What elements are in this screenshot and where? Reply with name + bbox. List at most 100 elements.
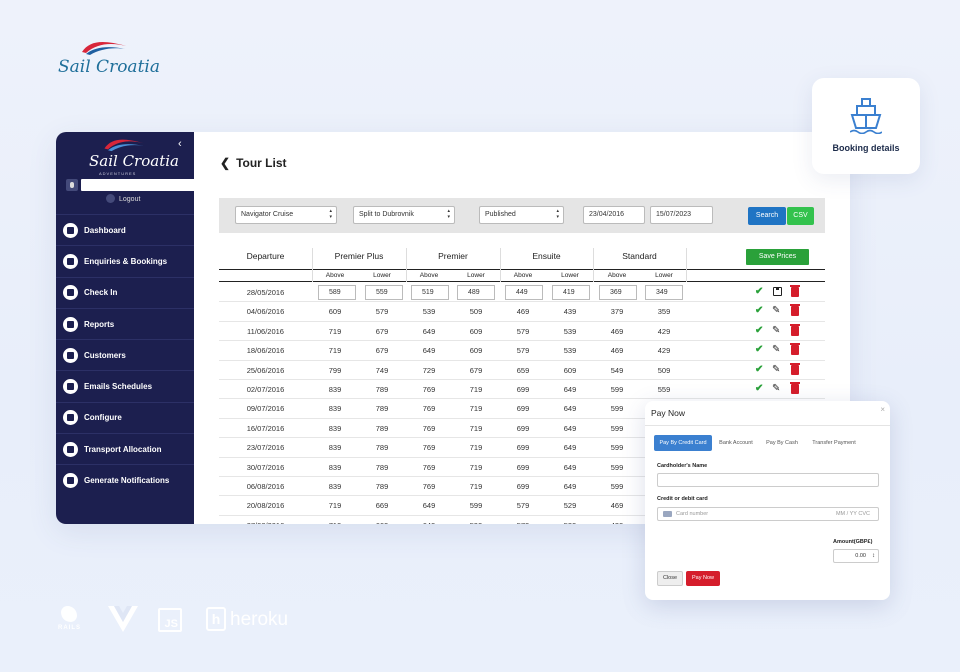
csv-button[interactable]: CSV xyxy=(787,207,814,225)
price-input[interactable]: 519 xyxy=(411,285,449,300)
price-input[interactable]: 419 xyxy=(552,285,590,300)
back-chevron-icon[interactable]: ❮ xyxy=(220,156,231,170)
logout-label: Logout xyxy=(119,196,141,203)
check-icon[interactable]: ✔ xyxy=(755,305,764,317)
price-input[interactable]: 589 xyxy=(318,285,356,300)
booking-details-card[interactable]: Booking details xyxy=(812,78,920,174)
collapse-chevron-icon[interactable]: ‹ xyxy=(178,138,182,150)
edit-icon[interactable]: ✎ xyxy=(772,363,781,375)
power-icon xyxy=(106,194,115,203)
price-input[interactable]: 489 xyxy=(457,285,495,300)
price-cell: 599 xyxy=(469,501,483,511)
status-select[interactable]: Published xyxy=(479,206,564,224)
trash-icon[interactable] xyxy=(790,343,800,356)
save-icon[interactable] xyxy=(773,287,782,296)
table-row: 06/08/2016 839 789 769 719 699 649 599 xyxy=(219,477,825,497)
edit-icon[interactable]: ✎ xyxy=(772,344,781,356)
search-button[interactable]: Search xyxy=(748,207,786,225)
close-button[interactable]: Close xyxy=(657,571,683,586)
sidebar-menu: Dashboard Enquiries & Bookings Check In Rep… xyxy=(56,214,194,496)
filter-bar: Navigator Cruise Split to Dubrovnik Publ… xyxy=(219,198,825,233)
subheader-divider xyxy=(312,270,313,282)
price-input[interactable]: 559 xyxy=(365,285,403,300)
price-cell: 599 xyxy=(610,443,624,453)
check-icon[interactable]: ✔ xyxy=(755,344,764,356)
price-cell: 699 xyxy=(516,404,530,414)
tab-bank-account[interactable]: Bank Account xyxy=(719,440,753,446)
price-cell: 649 xyxy=(563,385,577,394)
price-input[interactable]: 369 xyxy=(599,285,637,300)
price-cell: 669 xyxy=(375,501,389,511)
cogs-icon xyxy=(63,410,78,426)
subheader-divider xyxy=(686,270,687,282)
user-name-field[interactable] xyxy=(81,179,198,191)
modal-close-icon[interactable]: × xyxy=(880,405,885,414)
price-cell: 799 xyxy=(328,365,342,375)
date-from-input[interactable]: 23/04/2016 xyxy=(583,206,645,224)
check-icon[interactable]: ✔ xyxy=(755,286,764,297)
wave-logo-icon xyxy=(104,139,144,152)
tab-credit-card[interactable]: Pay By Credit Card xyxy=(654,435,712,451)
cruise-select[interactable]: Navigator Cruise xyxy=(235,206,337,224)
card-number-input[interactable]: Card number MM / YY CVC xyxy=(657,507,879,521)
notifications-icon xyxy=(63,473,78,489)
trash-icon[interactable] xyxy=(790,285,800,297)
sidebar-item-customers[interactable]: Customers xyxy=(56,339,194,370)
check-icon[interactable]: ✔ xyxy=(755,324,764,336)
sidebar-item-emails-schedules[interactable]: Emails Schedules xyxy=(56,370,194,401)
envelope-icon xyxy=(63,379,78,395)
edit-icon[interactable]: ✎ xyxy=(772,324,781,336)
price-cell: 439 xyxy=(595,516,639,524)
check-icon[interactable]: ✔ xyxy=(755,383,764,394)
page-title-text: Tour List xyxy=(236,156,287,170)
sidebar-item-label: Emails Schedules xyxy=(84,382,153,392)
sidebar-item-check-in[interactable]: Check In xyxy=(56,276,194,308)
price-cell: 839 xyxy=(328,482,342,491)
price-input[interactable]: 449 xyxy=(505,285,543,300)
price-cell: 719 xyxy=(469,404,483,414)
sidebar-item-configure[interactable]: Configure xyxy=(56,401,194,433)
subcol-above: Above xyxy=(607,272,627,279)
check-icon[interactable]: ✔ xyxy=(755,363,764,375)
trash-icon[interactable] xyxy=(790,323,800,336)
price-input[interactable]: 349 xyxy=(645,285,683,300)
table-row: 20/08/2016 719 669 649 599 579 529 469 xyxy=(219,496,825,516)
sidebar-item-generate-notifications[interactable]: Generate Notifications xyxy=(56,464,194,495)
edit-icon[interactable]: ✎ xyxy=(772,305,781,317)
sidebar-user xyxy=(66,179,198,191)
sidebar-logo-text: Sail Croatia xyxy=(89,152,179,170)
sidebar-item-dashboard[interactable]: Dashboard xyxy=(56,214,194,245)
rails-logo: RAILS xyxy=(58,606,82,632)
subcol-lower: Lower xyxy=(655,272,673,279)
sidebar-item-enquiries-bookings[interactable]: Enquiries & Bookings xyxy=(56,245,194,276)
row-actions: ✔ ✎ xyxy=(755,362,805,376)
table-row: 25/06/2016 799 749 729 679 659 609 549 509 ✔ ✎ xyxy=(219,361,825,380)
price-cell: 509 xyxy=(657,365,671,375)
cardholder-input[interactable] xyxy=(657,473,879,487)
edit-icon[interactable]: ✎ xyxy=(772,383,781,394)
route-select[interactable]: Split to Dubrovnik xyxy=(353,206,455,224)
logout-link[interactable]: Logout xyxy=(106,194,140,203)
sidebar-item-reports[interactable]: Reports xyxy=(56,307,194,339)
trash-icon[interactable] xyxy=(790,382,800,394)
save-prices-button[interactable]: Save Prices xyxy=(746,249,809,265)
trash-icon[interactable] xyxy=(790,362,800,375)
trash-icon[interactable] xyxy=(790,304,800,317)
date-to-input[interactable]: 15/07/2023 xyxy=(650,206,713,224)
price-cell: 679 xyxy=(469,365,483,375)
table-row: 02/07/2016 839 789 769 719 699 649 599 559 ✔ ✎ xyxy=(219,380,825,400)
pay-now-button[interactable]: Pay Now xyxy=(686,571,720,586)
price-cell: 769 xyxy=(422,482,436,491)
price-cell: 529 xyxy=(563,501,577,511)
sidebar-item-transport-allocation[interactable]: Transport Allocation xyxy=(56,433,194,464)
tab-cash[interactable]: Pay By Cash xyxy=(766,440,798,446)
departure-date: 20/08/2016 xyxy=(246,501,285,511)
header-divider xyxy=(406,248,407,270)
tab-transfer[interactable]: Transfer Payment xyxy=(812,440,856,446)
row-actions: ✔ xyxy=(755,285,805,298)
reports-icon xyxy=(63,316,78,332)
price-cell: 699 xyxy=(516,462,530,472)
amount-input[interactable]: 0.00 xyxy=(833,549,879,563)
subcol-above: Above xyxy=(419,272,439,279)
sidebar-logo: Sail Croatia ADVENTURES xyxy=(86,136,179,176)
